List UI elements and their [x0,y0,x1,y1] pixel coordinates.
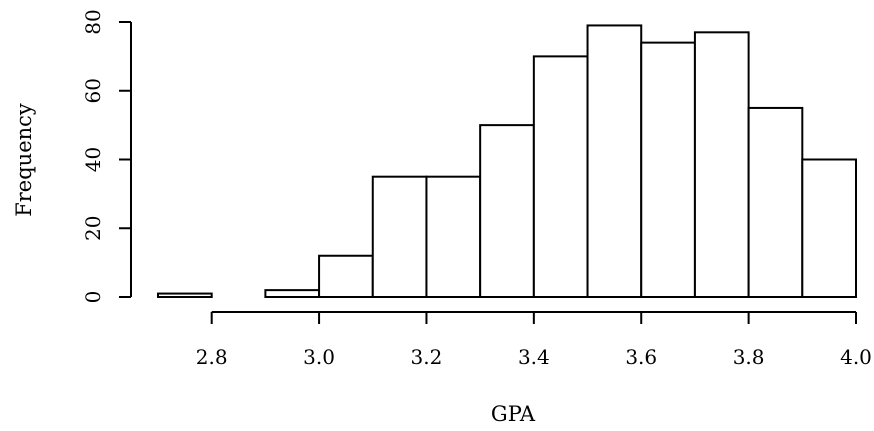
histogram-bar-3 [318,254,374,298]
y-tick-label: 40 [81,147,105,172]
histogram-bar-6 [479,124,535,298]
y-axis: 0 20 40 60 80 [81,9,132,304]
x-tick-label: 3.8 [733,345,765,369]
histogram-bar-8 [586,24,643,298]
histogram-bar-2 [264,289,321,298]
histogram-bar-9 [640,41,696,298]
x-tick-label: 4.0 [840,345,872,369]
x-tick-label: 3.4 [518,345,550,369]
x-tick-label: 3.6 [625,345,657,369]
x-tick-label: 3.0 [303,345,335,369]
histogram-bar-11 [747,106,804,298]
y-tick-label: 0 [81,291,105,304]
y-tick-label: 80 [81,9,105,34]
histogram-bar-12 [801,158,857,298]
histogram-bars [157,24,857,298]
histogram-bar-5 [425,175,482,298]
y-tick-label: 20 [81,216,105,241]
histogram-bar-7 [532,55,589,298]
histogram-bar-0 [157,292,213,298]
x-tick-label: 2.8 [196,345,228,369]
x-axis: 2.8 3.0 3.2 3.4 3.6 3.8 4.0 [196,311,872,369]
x-tick-label: 3.2 [411,345,443,369]
y-tick-label: 60 [81,78,105,103]
y-axis-label: Frequency [12,103,36,217]
histogram-bar-4 [371,175,428,298]
x-axis-label: GPA [491,402,536,426]
histogram-bar-10 [693,31,750,298]
